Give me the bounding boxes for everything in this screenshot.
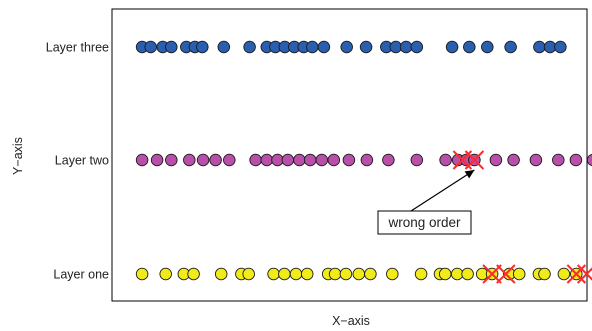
- cross-mark: [464, 150, 485, 170]
- data-point: [135, 267, 149, 281]
- data-point: [278, 267, 291, 281]
- data-point: [439, 153, 452, 167]
- data-point: [450, 267, 464, 281]
- y-axis-label: Y−axis: [11, 137, 25, 175]
- data-point: [364, 267, 377, 281]
- data-point: [260, 153, 274, 167]
- data-point: [339, 267, 353, 281]
- data-point: [399, 40, 413, 54]
- cross-mark: [566, 264, 587, 284]
- data-point: [267, 267, 280, 281]
- data-point: [552, 153, 565, 167]
- data-point: [289, 267, 303, 281]
- data-point: [328, 267, 342, 281]
- data-point: [533, 40, 546, 54]
- data-point: [293, 153, 306, 167]
- data-point: [303, 153, 317, 167]
- y-tick-labels: Layer one Layer two Layer three: [46, 41, 109, 282]
- data-point: [557, 267, 571, 281]
- data-point: [327, 153, 341, 167]
- data-point: [538, 267, 551, 281]
- data-point: [342, 153, 356, 167]
- y-tick-label: Layer two: [55, 154, 109, 168]
- data-point: [554, 40, 567, 54]
- data-point: [196, 153, 210, 167]
- data-point: [165, 153, 178, 167]
- cross-mark: [482, 264, 502, 284]
- cross-marks: [452, 150, 592, 284]
- x-axis-label: X−axis: [332, 314, 370, 328]
- data-point: [340, 40, 353, 54]
- data-point: [217, 40, 231, 54]
- cross-mark: [496, 264, 516, 284]
- data-point: [529, 153, 543, 167]
- data-point: [410, 40, 424, 54]
- data-point: [461, 267, 474, 281]
- data-point: [463, 40, 476, 54]
- data-point: [306, 40, 319, 54]
- data-point: [187, 267, 200, 281]
- data-point: [386, 267, 399, 281]
- data-point: [242, 267, 255, 281]
- data-point: [209, 153, 222, 167]
- data-point: [360, 153, 374, 167]
- data-point: [315, 153, 329, 167]
- annotation-arrowhead: [464, 170, 475, 179]
- data-point: [223, 153, 236, 167]
- data-point: [150, 153, 164, 167]
- data-points: [135, 40, 592, 281]
- annotation-arrow: [410, 169, 475, 212]
- data-point: [569, 153, 583, 167]
- data-point: [144, 40, 157, 54]
- y-tick-label: Layer one: [53, 268, 109, 282]
- data-point: [445, 40, 459, 54]
- data-point: [438, 267, 452, 281]
- data-point: [410, 153, 424, 167]
- data-point: [481, 40, 494, 54]
- data-point: [183, 153, 196, 167]
- annotation-box: [377, 210, 472, 235]
- data-point: [281, 153, 295, 167]
- data-point: [214, 267, 228, 281]
- data-point: [249, 153, 262, 167]
- data-point: [359, 40, 373, 54]
- data-point: [135, 153, 149, 167]
- data-point: [300, 267, 314, 281]
- data-point: [512, 267, 526, 281]
- annotation-text: wrong order: [387, 215, 461, 230]
- data-point: [414, 267, 428, 281]
- data-point: [504, 40, 517, 54]
- data-point: [586, 153, 592, 167]
- data-point: [317, 40, 331, 54]
- data-point: [382, 153, 395, 167]
- y-tick-label: Layer three: [46, 41, 109, 55]
- data-point: [507, 153, 520, 167]
- data-point: [165, 40, 178, 54]
- data-point: [489, 153, 503, 167]
- data-point: [196, 40, 209, 54]
- annotation: wrong order: [377, 169, 475, 235]
- data-point: [352, 267, 366, 281]
- data-point: [243, 40, 256, 54]
- data-point: [159, 267, 172, 281]
- cross-mark: [576, 264, 592, 284]
